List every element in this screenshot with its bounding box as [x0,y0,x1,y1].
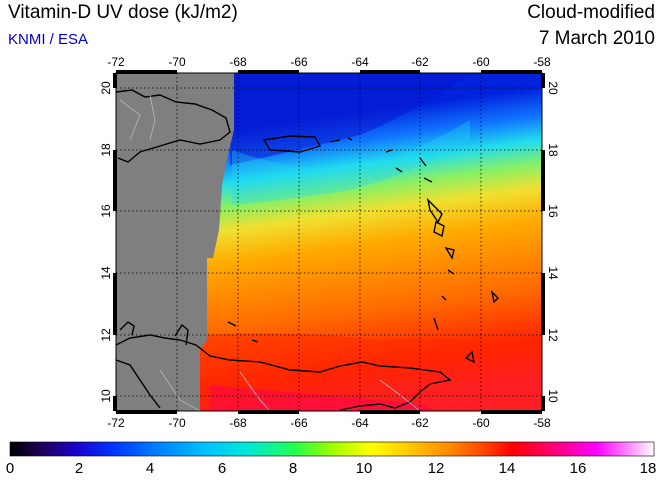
lat-tick-label: 10 [99,389,113,403]
lon-tick-label: -60 [472,416,490,430]
colorbar [9,441,655,457]
colorbar-tick-label: 14 [499,460,516,477]
colorbar-tick-label: 8 [289,460,297,477]
lat-labels-right: 10 12 14 16 18 20 [546,81,560,403]
credit-label: KNMI / ESA [8,31,89,48]
lon-tick-label: -64 [351,416,369,430]
uv-field [116,73,542,411]
lon-tick-label: -68 [229,55,247,69]
lon-tick-label: -72 [107,416,125,430]
lat-labels-left: 10 12 14 16 18 20 [99,81,113,403]
map-title: Vitamin-D UV dose (kJ/m2) [8,2,238,23]
lat-tick-label: 12 [99,328,113,342]
lon-tick-label: -64 [351,55,369,69]
colorbar-tick-label: 18 [640,460,657,477]
lon-tick-label: -58 [533,416,551,430]
colorbar-tick-label: 2 [75,460,83,477]
colorbar-tick-label: 12 [428,460,445,477]
frame-ticks [113,70,545,414]
lon-tick-label: -68 [229,416,247,430]
lon-labels-top: -72 -70 -68 -66 -64 -62 -60 -58 [107,55,551,69]
colorbar-labels: 0 2 4 6 8 10 12 14 16 18 [6,460,657,477]
lon-tick-label: -60 [472,55,490,69]
lon-tick-label: -70 [168,55,186,69]
map-frame [115,72,543,412]
lon-tick-label: -62 [411,55,429,69]
coastlines [115,89,499,411]
date-label: 7 March 2010 [538,28,655,49]
lat-tick-label: 12 [546,328,560,342]
lon-labels-bottom: -72 -70 -68 -66 -64 -62 -60 -58 [107,416,551,430]
lon-tick-label: -66 [290,55,308,69]
colorbar-tick-label: 4 [146,460,154,477]
lat-tick-label: 14 [546,266,560,280]
lon-tick-label: -70 [168,416,186,430]
lat-tick-label: 10 [546,389,560,403]
colorbar-tick-label: 10 [356,460,373,477]
graticule [116,73,542,411]
lat-tick-label: 20 [99,81,113,95]
lat-tick-label: 14 [99,266,113,280]
colorbar-tick-label: 16 [570,460,587,477]
no-data-region [116,73,234,411]
colorbar-tick-label: 6 [218,460,226,477]
lat-tick-label: 18 [99,143,113,157]
lon-tick-label: -72 [107,55,125,69]
lat-tick-label: 18 [546,143,560,157]
lat-tick-label: 16 [546,204,560,218]
lat-tick-label: 16 [99,204,113,218]
colorbar-tick-label: 0 [6,460,14,477]
borders [119,94,421,412]
lon-tick-label: -58 [533,55,551,69]
mode-label: Cloud-modified [527,2,655,23]
lat-tick-label: 20 [546,81,560,95]
lon-tick-label: -66 [290,416,308,430]
lon-tick-label: -62 [411,416,429,430]
